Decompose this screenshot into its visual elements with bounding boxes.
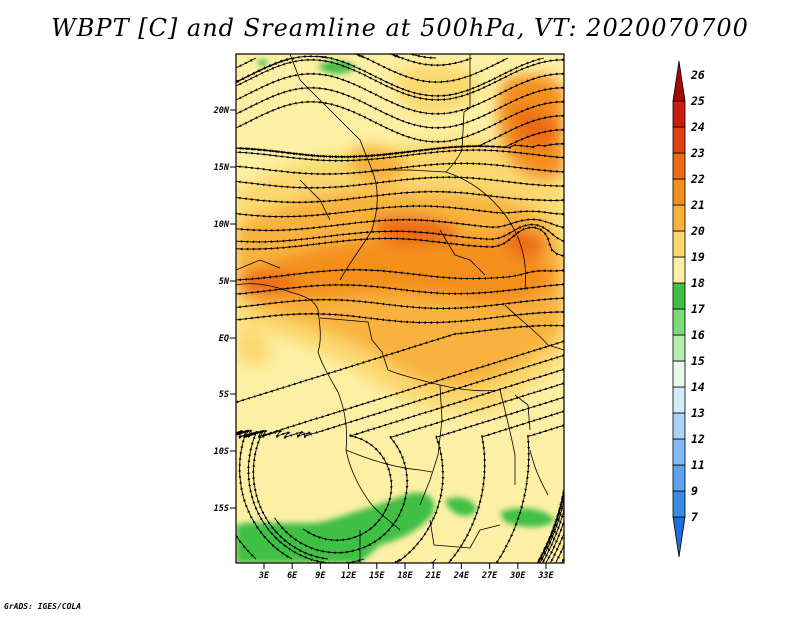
streamline <box>236 204 564 219</box>
streamline <box>555 539 564 563</box>
lat-label: 10S <box>214 447 229 457</box>
grads-credit: GrADS: IGES/COLA <box>4 602 82 611</box>
lon-label: 18E <box>397 571 413 581</box>
streamline <box>430 558 437 563</box>
colorbar-segment <box>672 100 686 128</box>
streamline <box>236 310 564 325</box>
streamline <box>236 190 564 204</box>
colorbar-label: 11 <box>691 458 705 472</box>
colorbar-label: 7 <box>691 510 698 524</box>
streamline <box>318 55 545 98</box>
lon-label: 3E <box>258 571 270 581</box>
streamline <box>236 175 564 190</box>
lat-label: 15N <box>214 163 230 173</box>
lat-label: EQ <box>219 334 229 344</box>
colorbar-segment <box>672 438 686 466</box>
colorbar-label: 18 <box>691 276 705 290</box>
colorbar-label: 19 <box>691 250 705 264</box>
chart-title: WBPT [C] and Sreamline at 500hPa, VT: 20… <box>51 14 749 42</box>
streamline <box>447 409 564 563</box>
lat-label: 15S <box>214 504 229 514</box>
streamline <box>236 148 564 163</box>
streamline <box>236 282 564 296</box>
lon-label: 27E <box>481 571 498 581</box>
colorbar-segment <box>672 282 686 310</box>
map-axes: 20N 15N 10N 5N EQ 5S 10S 15S 3E 6E 9E 12E 15E 18E 21E 2… <box>213 106 555 581</box>
colorbar-label: 26 <box>690 68 705 82</box>
lon-label: 24E <box>453 571 470 581</box>
map-plot-area <box>236 54 564 563</box>
streamline <box>236 54 329 83</box>
colorbar-segment <box>672 386 686 414</box>
lon-label: 15E <box>369 571 385 581</box>
lat-label: 5N <box>219 277 230 287</box>
colorbar-label: 20 <box>690 224 705 238</box>
colorbar-label: 23 <box>690 146 705 160</box>
colorbar-label: 12 <box>691 432 705 446</box>
lat-label: 10N <box>214 220 230 230</box>
colorbar-segment <box>672 334 686 362</box>
colorbar-label: 16 <box>691 328 705 342</box>
colorbar-segment <box>672 412 686 440</box>
colorbar-segment <box>672 126 686 154</box>
streamline <box>236 268 564 282</box>
colorbar-label: 25 <box>690 94 705 108</box>
lat-label: 5S <box>219 390 229 400</box>
colorbar-label: 24 <box>690 120 705 134</box>
colorbar-segment <box>672 60 686 102</box>
lon-label: 30E <box>509 571 526 581</box>
colorbar-segment <box>672 256 686 284</box>
colorbar-segment <box>672 152 686 180</box>
colorbar-segment <box>672 308 686 336</box>
colorbar-segment <box>672 360 686 388</box>
colorbar-label: 15 <box>691 354 705 368</box>
colorbar-label: 9 <box>691 484 698 498</box>
colorbar-segment <box>672 178 686 206</box>
lon-label: 9E <box>315 571 326 581</box>
colorbar-label: 17 <box>691 302 705 316</box>
colorbar-label: 22 <box>690 172 705 186</box>
colorbar-segment <box>672 230 686 258</box>
lon-label: 12E <box>341 571 357 581</box>
lon-label: 33E <box>537 571 554 581</box>
lat-label: 20N <box>213 106 230 116</box>
streamlines <box>236 54 564 563</box>
colorbar-segment <box>672 516 686 558</box>
colorbar: 7 9 11 12 13 14 15 16 17 18 19 20 21 22 23 24 25 26 <box>672 60 705 558</box>
colorbar-label: 13 <box>691 406 705 420</box>
lon-label: 21E <box>425 571 442 581</box>
colorbar-segment <box>672 464 686 492</box>
colorbar-segment <box>672 204 686 232</box>
colorbar-segment <box>672 490 686 518</box>
colorbar-label: 21 <box>690 198 705 212</box>
map-frame <box>235 53 565 564</box>
colorbar-label: 14 <box>691 380 705 394</box>
streamline <box>495 423 564 563</box>
streamline <box>236 296 564 310</box>
streamline <box>236 226 564 258</box>
streamline <box>236 161 564 176</box>
lon-label: 6E <box>287 571 298 581</box>
